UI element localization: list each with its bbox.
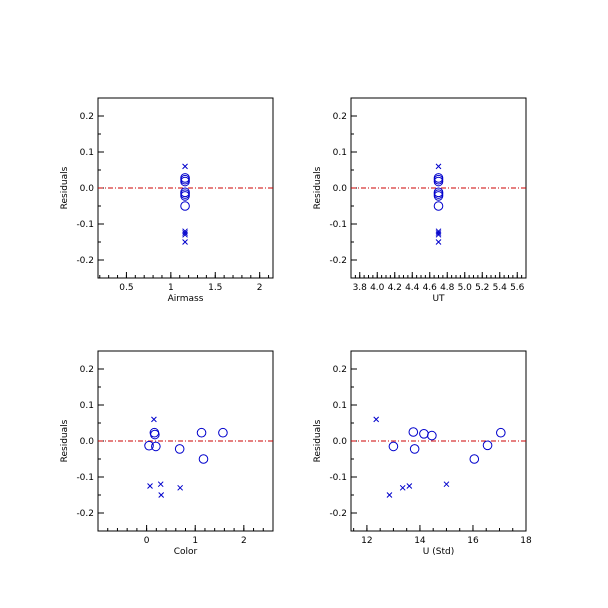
data-point-x [182, 239, 188, 245]
data-point-circle [196, 427, 207, 438]
y-tick-label: 0.0 [80, 437, 95, 447]
data-point-circle [427, 430, 437, 441]
data-point-circle [482, 440, 493, 451]
y-tick-label: -0.2 [76, 509, 94, 519]
data-point-circle [469, 454, 480, 464]
x-tick-label: 14 [414, 536, 426, 546]
data-point-circle [433, 189, 444, 199]
data-point-x [435, 231, 442, 238]
x-tick-label: 1.5 [208, 283, 222, 293]
chart-3: 0 1 2 -0.2 -0.1 0.0 0.1 0.2 Color Residuals [60, 350, 274, 557]
x-tick-label: 4.2 [388, 283, 402, 293]
data-point-circle [433, 201, 444, 211]
x-tick-label: 5.0 [458, 283, 473, 293]
x-axis-label: Color [174, 547, 198, 557]
data-point-x [435, 239, 442, 245]
data-point-x [373, 416, 380, 423]
data-point-circle [198, 454, 209, 464]
x-tick-label: 18 [520, 536, 532, 546]
data-point-circle [180, 174, 190, 185]
y-tick-label: 0.0 [80, 184, 95, 194]
data-point-circle [180, 189, 190, 199]
x-tick-label: 2 [257, 283, 263, 293]
data-point-x [182, 230, 188, 236]
x-tick-label: 4.4 [405, 283, 420, 293]
y-tick-label: -0.2 [329, 256, 347, 266]
x-tick-label: 4.0 [370, 283, 385, 293]
chart-2: 3.8 4.0 4.2 4.4 4.6 4.8 5.0 5.2 5.4 5.6 -0.2 -0.1 0.… [313, 97, 527, 304]
y-axis-label: Residuals [313, 419, 323, 462]
data-point-circle [408, 427, 419, 437]
y-axis-label: Residuals [60, 419, 70, 462]
y-tick-label: -0.2 [76, 256, 94, 266]
data-point-x [435, 230, 442, 236]
data-point-circle [433, 174, 444, 185]
x-axis-label: UT [432, 294, 445, 304]
y-tick-label: 0.2 [333, 365, 347, 375]
x-axis-label: Airmass [168, 294, 204, 304]
y-tick-label: 0.2 [333, 112, 347, 122]
x-tick-label: 5.6 [510, 283, 525, 293]
data-point-circle [419, 429, 429, 439]
data-point-x [147, 483, 153, 489]
x-tick-label: 0 [144, 536, 150, 546]
data-point-x [151, 416, 157, 423]
x-tick-label: 2 [241, 536, 247, 546]
data-point-circle [150, 429, 160, 440]
data-point-circle [409, 444, 420, 454]
data-point-x [158, 492, 165, 498]
data-point-x [182, 231, 188, 238]
data-point-x [182, 163, 188, 170]
x-tick-label: 12 [361, 536, 372, 546]
data-point-x [406, 483, 413, 489]
y-tick-label: 0.0 [333, 437, 348, 447]
x-tick-label: 4.6 [423, 283, 438, 293]
data-point-x [435, 163, 442, 170]
x-tick-label: 5.2 [475, 283, 489, 293]
x-tick-label: 3.8 [353, 283, 368, 293]
y-tick-label: 0.1 [80, 148, 94, 158]
x-tick-label: 1 [192, 536, 198, 546]
data-point-x [386, 492, 393, 498]
y-axis-label: Residuals [313, 166, 323, 209]
x-tick-label: 16 [467, 536, 479, 546]
data-point-x [157, 481, 164, 488]
x-tick-label: 0.5 [119, 283, 133, 293]
y-tick-label: 0.2 [80, 112, 94, 122]
data-point-x [177, 484, 184, 491]
chart-1: 0.5 1 1.5 2 -0.2 -0.1 0.0 0.1 0.2 Airmass Residual… [60, 97, 274, 304]
data-point-circle [144, 440, 154, 451]
x-tick-label: 4.8 [440, 283, 455, 293]
y-tick-label: 0.1 [80, 401, 94, 411]
x-axis-label: U (Std) [423, 547, 454, 557]
data-point-circle [433, 176, 444, 187]
data-point-circle [151, 441, 161, 452]
data-point-circle [496, 427, 506, 438]
data-point-circle [433, 191, 444, 201]
y-tick-label: -0.1 [329, 220, 347, 230]
data-point-x [443, 481, 450, 488]
data-point-circle [174, 444, 185, 454]
y-tick-label: -0.1 [329, 473, 347, 483]
data-point-circle [218, 427, 228, 438]
chart-4: 12 14 16 18 -0.2 -0.1 0.0 0.1 0.2 U (Std) Residual… [313, 350, 532, 557]
y-tick-label: 0.1 [333, 148, 347, 158]
y-tick-label: -0.1 [76, 220, 94, 230]
y-tick-label: 0.1 [333, 401, 347, 411]
data-point-circle [388, 441, 399, 452]
y-tick-label: -0.2 [329, 509, 347, 519]
y-tick-label: 0.0 [333, 184, 348, 194]
y-tick-label: -0.1 [76, 473, 94, 483]
x-tick-label: 5.4 [493, 283, 508, 293]
data-point-circle [180, 191, 190, 201]
data-point-x [399, 484, 406, 491]
data-point-circle [180, 201, 190, 211]
data-point-circle [180, 176, 190, 187]
x-tick-label: 1 [168, 283, 174, 293]
y-axis-label: Residuals [60, 166, 70, 209]
y-tick-label: 0.2 [80, 365, 94, 375]
